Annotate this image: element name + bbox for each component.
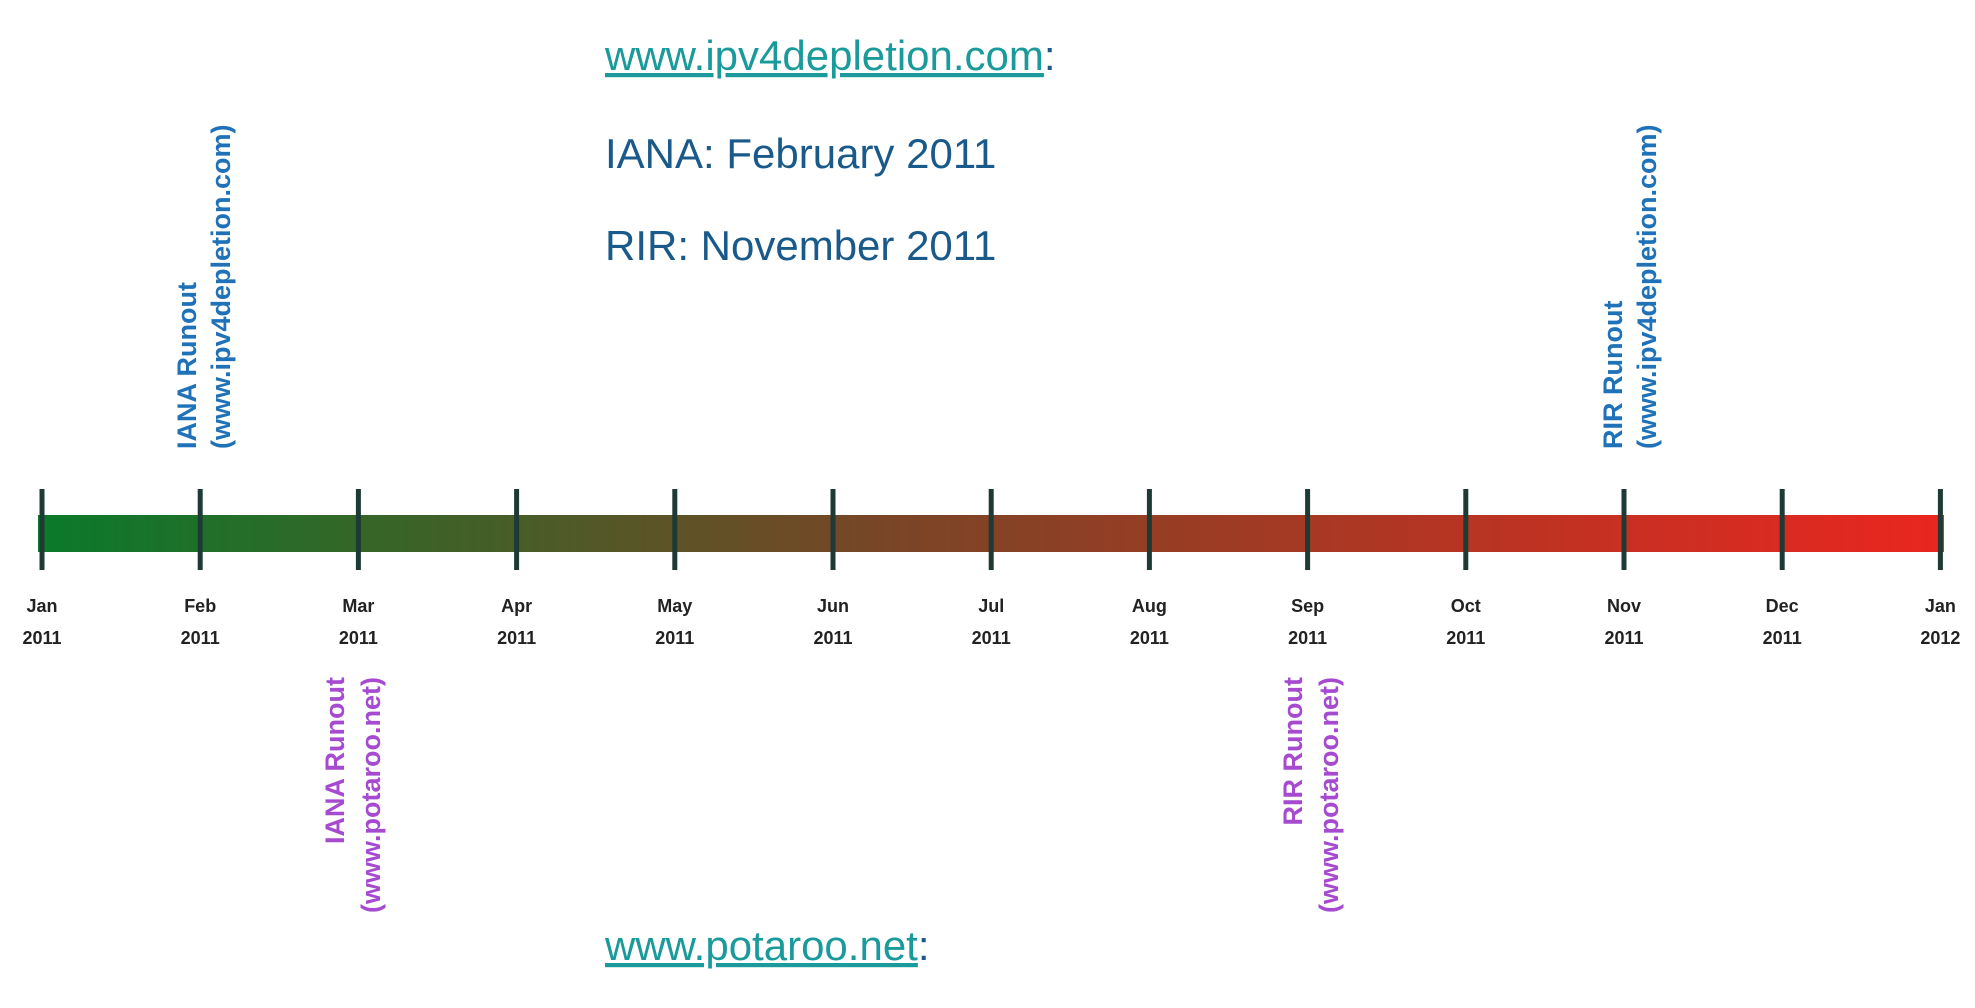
year-label: 2011 xyxy=(655,628,694,648)
month-label: Aug xyxy=(1132,596,1167,616)
month-label: Mar xyxy=(342,596,374,616)
source-colon: : xyxy=(918,922,930,969)
marker-title: RIR Runout xyxy=(1598,301,1628,449)
month-label: May xyxy=(657,596,692,616)
marker-source: (www.ipv4depletion.com) xyxy=(206,124,236,449)
month-label: Jul xyxy=(978,596,1004,616)
month-label: Feb xyxy=(184,596,216,616)
year-label: 2011 xyxy=(813,628,852,648)
source-line: IANA: February 2011 xyxy=(605,130,996,177)
month-label: Sep xyxy=(1291,596,1324,616)
year-label: 2011 xyxy=(1446,628,1485,648)
source-heading: www.potaroo.net: xyxy=(604,922,930,969)
year-label: 2011 xyxy=(1130,628,1169,648)
marker-source: (www.potaroo.net) xyxy=(1314,677,1344,913)
month-label: Jan xyxy=(1925,596,1956,616)
source-link[interactable]: www.ipv4depletion.com xyxy=(604,32,1044,79)
year-label: 2011 xyxy=(1763,628,1802,648)
year-label: 2011 xyxy=(497,628,536,648)
source-link[interactable]: www.potaroo.net xyxy=(604,922,918,969)
month-label: Oct xyxy=(1451,596,1481,616)
month-label: Jun xyxy=(817,596,849,616)
source-line: RIR: November 2011 xyxy=(605,222,996,269)
year-label: 2011 xyxy=(1288,628,1327,648)
marker-title: RIR Runout xyxy=(1278,677,1308,825)
month-label: Apr xyxy=(501,596,532,616)
source-heading: www.ipv4depletion.com: xyxy=(604,32,1056,79)
month-label: Dec xyxy=(1766,596,1799,616)
year-label: 2012 xyxy=(1920,628,1960,648)
month-label: Nov xyxy=(1607,596,1641,616)
year-label: 2011 xyxy=(22,628,61,648)
marker-source: (www.ipv4depletion.com) xyxy=(1632,124,1662,449)
marker-title: IANA Runout xyxy=(172,282,202,449)
year-label: 2011 xyxy=(1604,628,1643,648)
year-label: 2011 xyxy=(972,628,1011,648)
year-label: 2011 xyxy=(339,628,378,648)
year-label: 2011 xyxy=(181,628,220,648)
marker-source: (www.potaroo.net) xyxy=(356,677,386,913)
month-label: Jan xyxy=(26,596,57,616)
marker-title: IANA Runout xyxy=(320,677,350,844)
source-colon: : xyxy=(1044,32,1056,79)
